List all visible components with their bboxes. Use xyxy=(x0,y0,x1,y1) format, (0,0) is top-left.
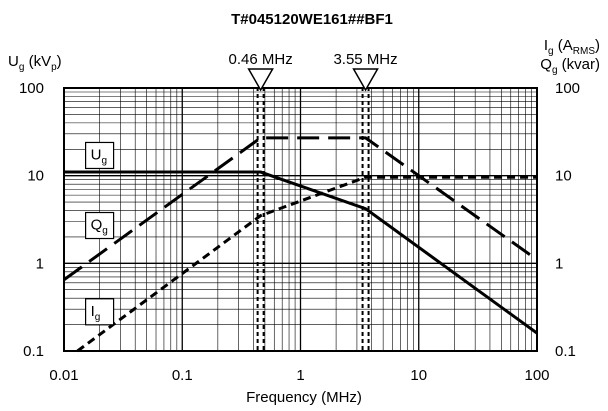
series-line-qg xyxy=(63,136,538,281)
x-tick-label: 1 xyxy=(296,367,304,384)
marker-triangle xyxy=(352,68,379,92)
curve-label-ug-box xyxy=(84,141,115,170)
right-axis-label-ig: Ig (ARMS) xyxy=(544,37,600,57)
curve-label-ig-box xyxy=(84,298,115,326)
tick-labels: 0.01 0.1 1 10 100 0.1 0.1 1 1 10 10 100 100 xyxy=(19,80,580,384)
chart-title: T#045120WE161##BF1 xyxy=(231,11,393,28)
x-tick-label: 0.1 xyxy=(172,367,193,384)
y-tick-label-left: 0.1 xyxy=(23,343,44,360)
curve-label-qg: Qg xyxy=(91,217,108,237)
y-tick-label-left: 100 xyxy=(19,80,44,97)
series-group xyxy=(63,136,538,353)
curve-label-ug: Ug xyxy=(91,146,107,166)
x-tick-label: 100 xyxy=(524,367,549,384)
x-tick-label: 10 xyxy=(410,367,427,384)
y-tick-label-right: 100 xyxy=(555,80,580,97)
curve-labels: Ug Qg Ig xyxy=(84,141,115,326)
marker-triangle xyxy=(247,68,274,92)
series-line-ug xyxy=(64,170,538,335)
grid xyxy=(63,87,538,352)
left-axis-label: Ug (kVp) xyxy=(8,53,62,73)
y-tick-label-right: 1 xyxy=(555,255,563,272)
curve-label-qg-box xyxy=(84,211,115,240)
y-tick-label-right: 0.1 xyxy=(555,343,576,360)
y-tick-label-left: 10 xyxy=(27,168,44,185)
x-axis-label: Frequency (MHz) xyxy=(246,389,362,406)
marker-group: 0.46 MHz 3.55 MHz xyxy=(229,51,398,351)
curve-label-ig: Ig xyxy=(91,303,101,323)
y-tick-label-right: 10 xyxy=(555,168,572,185)
marker-label: 3.55 MHz xyxy=(333,51,397,68)
plot-frame xyxy=(63,87,538,352)
marker-label: 0.46 MHz xyxy=(229,51,293,68)
right-axis-label-qg: Qg (kvar) xyxy=(540,56,600,76)
y-tick-label-left: 1 xyxy=(36,255,44,272)
x-tick-label: 0.01 xyxy=(49,367,78,384)
